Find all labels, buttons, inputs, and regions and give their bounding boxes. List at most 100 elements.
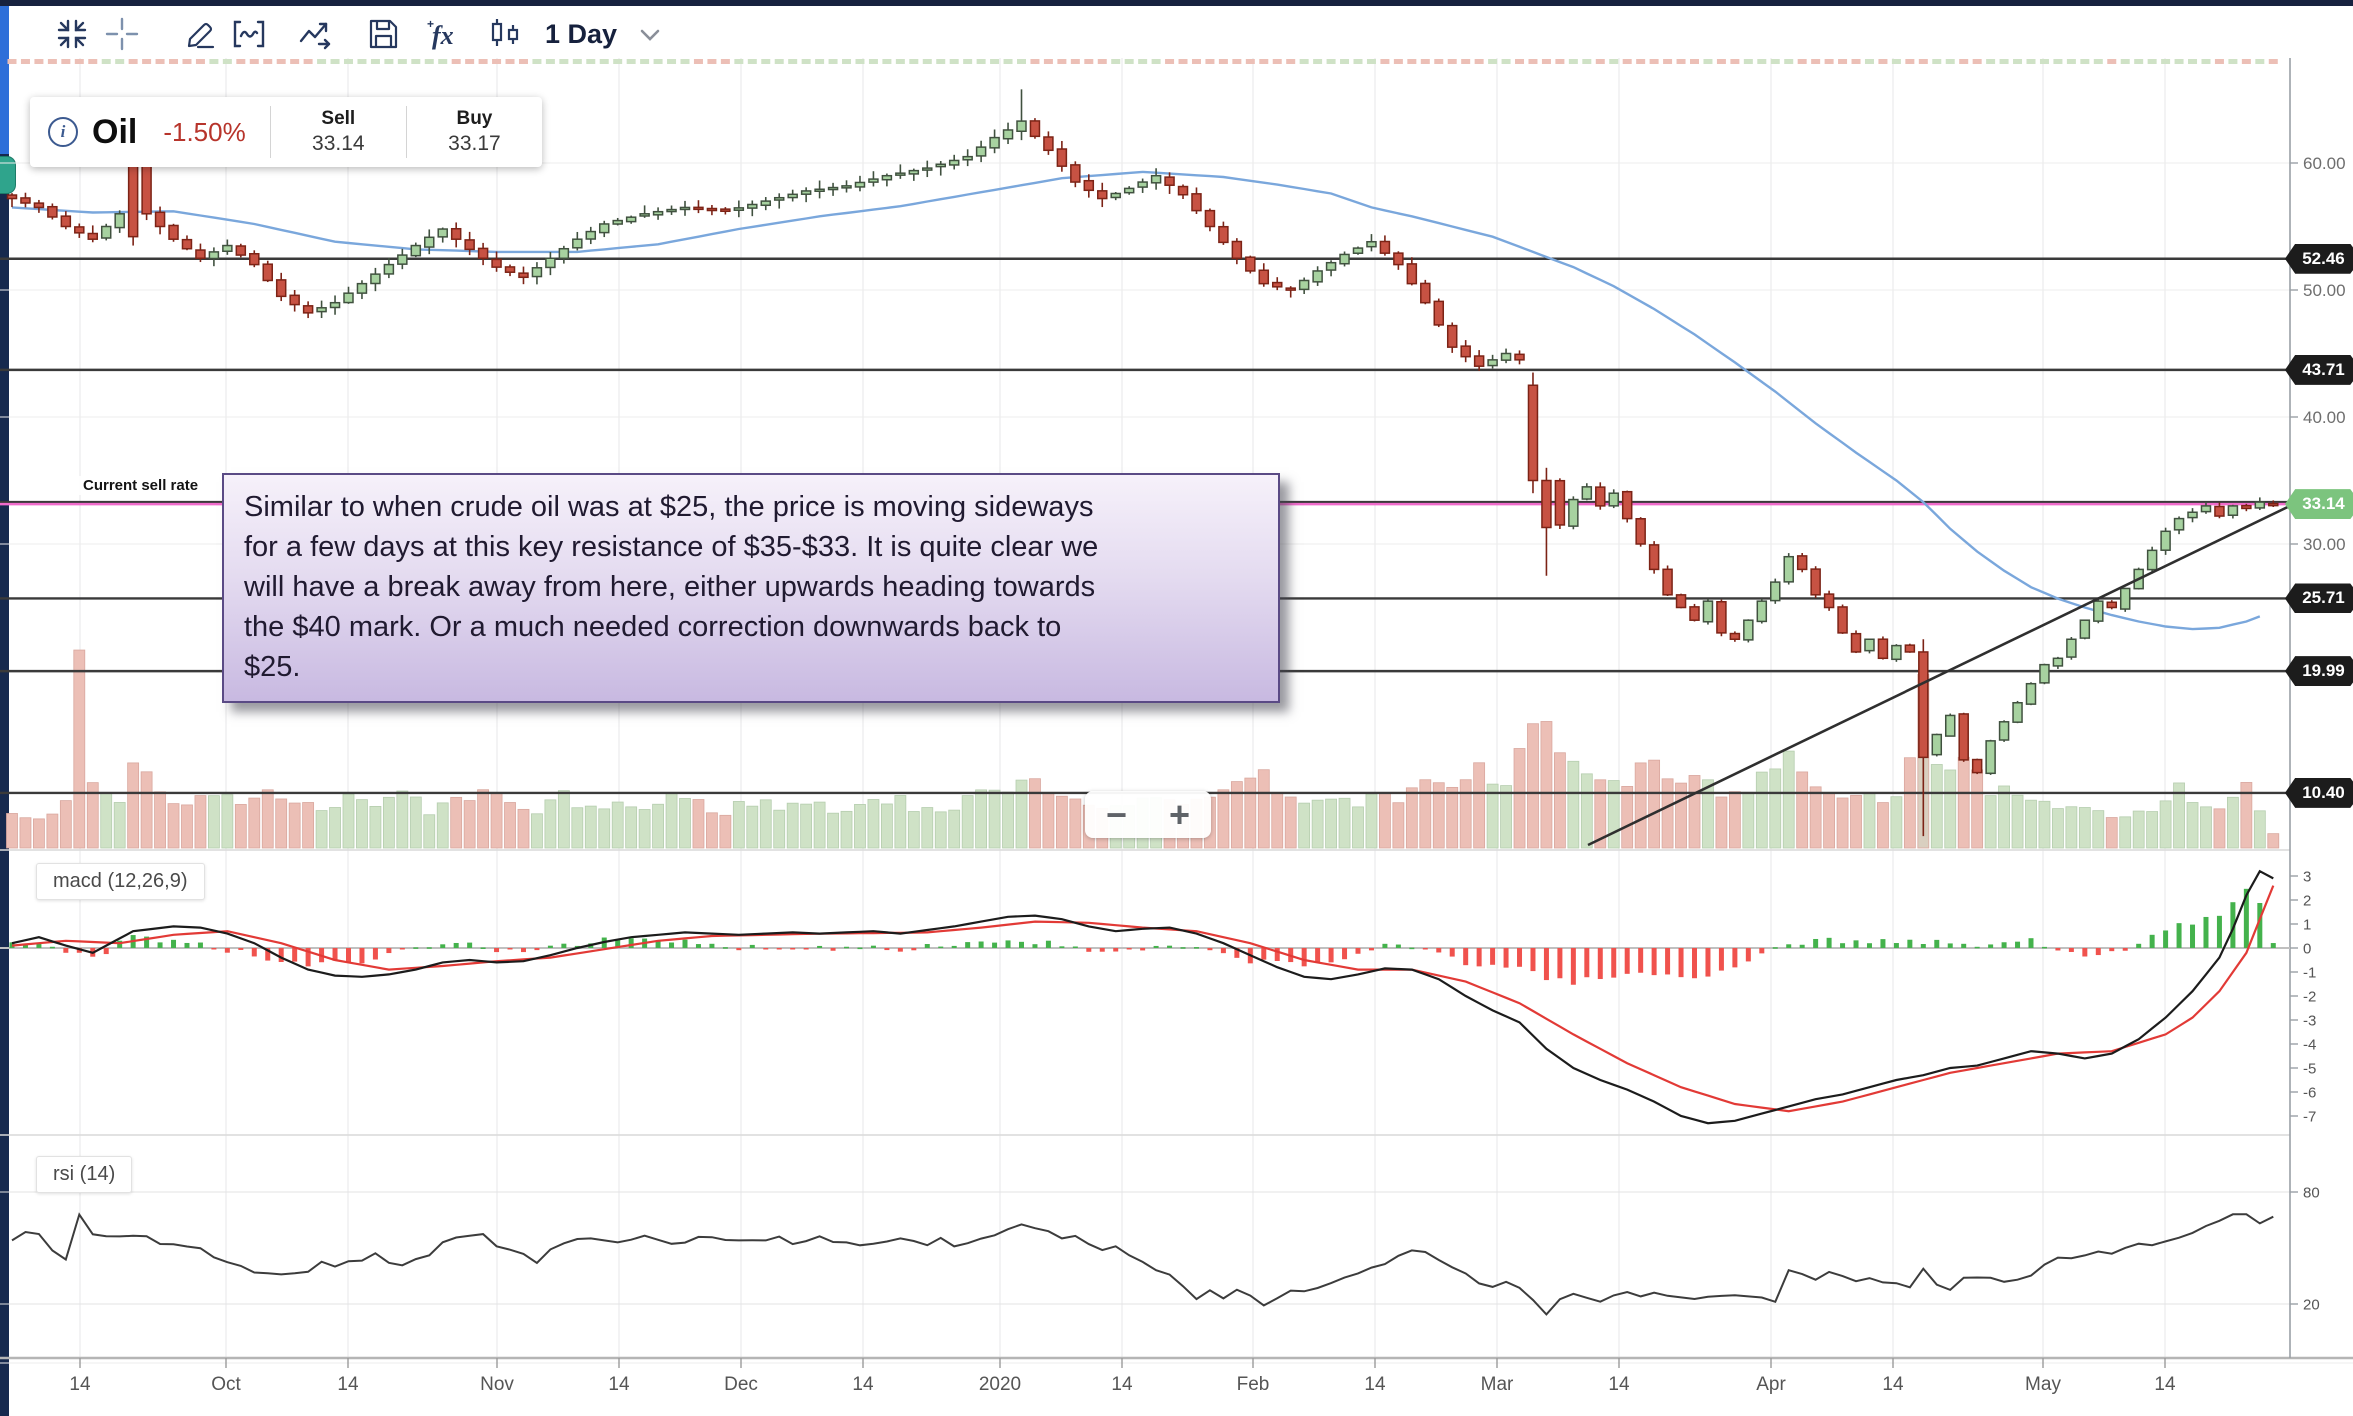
zoom-in-button[interactable]: + (1168, 793, 1191, 835)
date-tick-label: Apr (1756, 1374, 1786, 1395)
candle (1406, 263, 1418, 285)
indicators-icon[interactable] (231, 16, 267, 52)
macd-histogram-bar (547, 945, 553, 948)
zoom-control: − + (1085, 791, 1211, 838)
macd-histogram-bar (1718, 948, 1724, 971)
sidebar-handle[interactable] (0, 156, 16, 194)
macd-histogram-bar (1490, 948, 1496, 965)
macd-histogram-bar (1126, 948, 1132, 950)
date-tick-label: Nov (480, 1374, 514, 1395)
instrument-card: i Oil -1.50% Sell 33.14 Buy 33.17 (30, 97, 542, 167)
volume-bar (1298, 802, 1311, 849)
candle (1029, 120, 1041, 138)
volume-bar (1634, 762, 1647, 849)
macd-histogram-bar (332, 948, 338, 961)
volume-bar (342, 793, 355, 849)
volume-bar (907, 811, 920, 849)
volume-bar (2253, 810, 2266, 849)
candle (531, 267, 543, 278)
date-tick-label: 14 (1882, 1374, 1904, 1395)
timeframe-selector[interactable]: 1 Day (545, 19, 618, 49)
volume-bar (1661, 778, 1674, 849)
macd-histogram-bar (1920, 944, 1926, 948)
rsi-indicator-label[interactable]: rsi (14) (36, 1156, 133, 1193)
candle (2106, 601, 2118, 609)
candle (1366, 240, 1377, 248)
macd-histogram-bar (1140, 948, 1146, 951)
candle (1218, 225, 1229, 244)
macd-indicator-label[interactable]: macd (12,26,9) (36, 863, 205, 900)
current-price-tag: 33.14 (2285, 489, 2353, 520)
candle (706, 207, 718, 212)
volume-bar (2025, 799, 2037, 849)
volume-bar (1432, 782, 1445, 849)
candle (1258, 269, 1270, 285)
annotation-note[interactable]: Similar to when crude oil was at $25, th… (222, 473, 1280, 703)
volume-bar (1930, 764, 1943, 849)
candle (1446, 324, 1458, 348)
volume-bar (86, 782, 99, 849)
volume-bar (1392, 802, 1405, 849)
volume-bar (1567, 760, 1580, 849)
candle (1083, 179, 1095, 192)
collapse-icon[interactable] (54, 16, 90, 52)
candle (800, 190, 812, 195)
macd-histogram-bar (2243, 888, 2249, 948)
macd-histogram-bar (1476, 948, 1482, 967)
candle (1891, 644, 1902, 661)
macd-histogram-bar (1328, 948, 1334, 963)
sell-button[interactable]: Sell 33.14 (271, 107, 406, 157)
trend-line[interactable] (1587, 504, 2291, 847)
crosshair-icon[interactable] (104, 16, 140, 52)
volume-bar (961, 795, 974, 849)
volume-bar (2132, 810, 2145, 849)
macd-histogram-bar (1705, 948, 1711, 977)
volume-bar (517, 808, 530, 849)
macd-histogram-bar (1866, 943, 1872, 948)
info-icon[interactable]: i (48, 117, 78, 147)
candle (154, 211, 166, 228)
volume-bar (1850, 794, 1862, 849)
volume-bar (2173, 782, 2185, 849)
draw-icon[interactable] (183, 16, 219, 52)
candle (2173, 517, 2185, 531)
function-icon[interactable]: + fx (424, 16, 460, 52)
trendline-icon[interactable] (297, 16, 333, 52)
volume-bar (1728, 791, 1741, 849)
divider (405, 106, 407, 158)
candle (302, 305, 314, 314)
candle (975, 146, 987, 157)
macd-line (11, 869, 2274, 1125)
macd-histogram-bar (1786, 944, 1792, 948)
volume-bar (369, 805, 382, 849)
volume-bar (921, 807, 934, 849)
date-tick-label: 14 (2154, 1374, 2176, 1395)
candle (720, 208, 731, 213)
volume-bar (1998, 785, 2010, 849)
volume-bar (692, 799, 705, 849)
macd-histogram-bar (2257, 903, 2263, 948)
macd-histogram-bar (790, 948, 796, 950)
volume-bar (1217, 789, 1230, 849)
axis-tick-label: -1 (2303, 964, 2316, 981)
save-icon[interactable] (365, 16, 401, 52)
volume-bar (477, 789, 490, 849)
macd-histogram-bar (722, 947, 728, 949)
volume-bar (1446, 786, 1459, 849)
rsi-line (11, 1212, 2274, 1316)
zoom-out-button[interactable]: − (1105, 793, 1128, 835)
macd-histogram-bar (1624, 948, 1630, 974)
candles-compare-icon[interactable] (487, 16, 523, 52)
volume-bar (1015, 779, 1028, 849)
macd-histogram-bar (49, 946, 55, 949)
volume-bar (1755, 771, 1768, 849)
candle (1150, 174, 1162, 184)
date-tick-label: 14 (852, 1374, 874, 1395)
volume-bar (154, 791, 166, 849)
macd-histogram-bar (1611, 948, 1617, 978)
candle (370, 273, 381, 285)
candle (881, 174, 893, 181)
buy-button[interactable]: Buy 33.17 (407, 107, 542, 157)
chevron-down-icon[interactable] (639, 28, 661, 42)
